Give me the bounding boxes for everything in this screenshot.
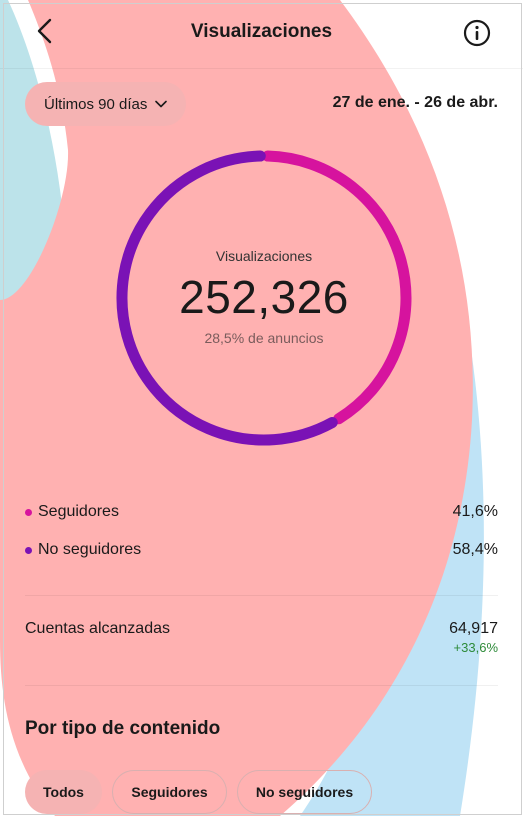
chip-non-followers[interactable]: No seguidores [237,770,372,814]
chevron-down-icon [155,100,168,108]
followers-dot [25,508,32,516]
chip-label: No seguidores [255,784,354,800]
info-icon [463,19,491,47]
chip-followers[interactable]: Seguidores [112,770,227,814]
accounts-reached-value: 64,917 [449,620,498,637]
chip-label: Todos [43,784,84,800]
legend-label: Seguidores [38,503,119,520]
salmon-band [0,0,473,816]
chip-all[interactable]: Todos [25,770,102,814]
date-range-dropdown-label: Últimos 90 días [44,95,148,113]
accounts-reached-label: Cuentas alcanzadas [25,620,170,637]
divider [25,685,498,686]
header-divider [0,68,523,69]
donut-center: Visualizaciones 252,326 28,5% de anuncio… [114,148,414,448]
total-views-value: 252,326 [179,271,349,323]
legend-row-followers: Seguidores 41,6% [25,500,498,524]
divider [25,595,498,596]
date-range-dropdown[interactable]: Últimos 90 días [25,82,187,126]
legend-percent: 41,6% [452,503,498,520]
ads-share-text: 28,5% de anuncios [204,330,324,346]
donut-label: Visualizaciones [215,248,313,264]
info-button[interactable] [462,18,492,48]
back-button[interactable] [30,16,60,46]
donut-segment-non-followers [116,150,338,446]
legend-label: No seguidores [38,541,142,558]
chevron-left-icon [37,18,52,44]
non-followers-dot [25,546,32,554]
date-range-text: 27 de ene. - 26 de abr. [332,94,498,111]
donut-segment-followers [262,150,412,425]
legend-row-non-followers: No seguidores 58,4% [25,538,498,562]
content-type-title: Por tipo de contenido [25,718,221,739]
top-bar: Visualizaciones [0,0,523,69]
views-donut-chart [116,150,412,446]
accounts-reached-change: +33,6% [453,640,498,655]
page-title: Visualizaciones [190,21,333,42]
chip-label: Seguidores [131,784,208,800]
legend-percent: 58,4% [452,541,498,558]
